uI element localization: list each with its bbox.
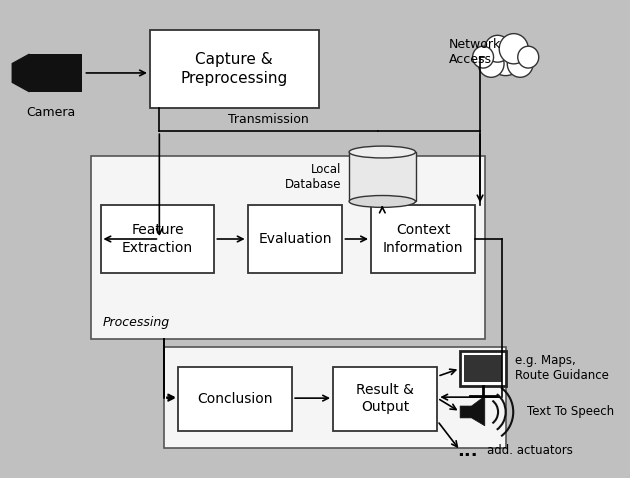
Text: Capture &
Preprocessing: Capture & Preprocessing: [181, 52, 288, 86]
FancyBboxPatch shape: [150, 31, 319, 108]
Ellipse shape: [349, 196, 416, 207]
Circle shape: [478, 50, 504, 77]
Text: Text To Speech: Text To Speech: [527, 405, 614, 418]
FancyBboxPatch shape: [333, 367, 437, 431]
FancyBboxPatch shape: [460, 351, 506, 386]
Text: Processing: Processing: [103, 316, 169, 329]
Text: Feature
Extraction: Feature Extraction: [122, 223, 193, 255]
FancyBboxPatch shape: [101, 206, 214, 272]
FancyBboxPatch shape: [164, 347, 506, 447]
Text: add. actuators: add. actuators: [487, 444, 573, 457]
FancyBboxPatch shape: [371, 206, 475, 272]
Text: Result &
Output: Result & Output: [356, 383, 414, 414]
Text: e.g. Maps,
Route Guidance: e.g. Maps, Route Guidance: [515, 355, 609, 382]
FancyBboxPatch shape: [349, 152, 416, 201]
Circle shape: [484, 35, 510, 62]
Ellipse shape: [349, 146, 416, 158]
Text: Evaluation: Evaluation: [258, 232, 332, 246]
FancyBboxPatch shape: [91, 156, 485, 339]
Text: Transmission: Transmission: [228, 113, 309, 126]
Circle shape: [499, 33, 528, 64]
Text: Context
Information: Context Information: [383, 223, 463, 255]
Text: Conclusion: Conclusion: [197, 391, 273, 406]
Text: Camera: Camera: [26, 106, 76, 119]
Text: ...: ...: [457, 442, 478, 459]
Circle shape: [507, 50, 533, 77]
Circle shape: [472, 46, 493, 68]
FancyBboxPatch shape: [30, 54, 81, 92]
FancyBboxPatch shape: [178, 367, 292, 431]
FancyBboxPatch shape: [1, 1, 602, 477]
Polygon shape: [12, 54, 30, 92]
Text: Local
Database: Local Database: [285, 163, 341, 191]
Text: Network
Access: Network Access: [449, 38, 501, 66]
FancyBboxPatch shape: [464, 355, 502, 382]
Polygon shape: [460, 396, 485, 426]
FancyBboxPatch shape: [248, 206, 343, 272]
Circle shape: [488, 39, 524, 76]
Circle shape: [518, 46, 539, 68]
